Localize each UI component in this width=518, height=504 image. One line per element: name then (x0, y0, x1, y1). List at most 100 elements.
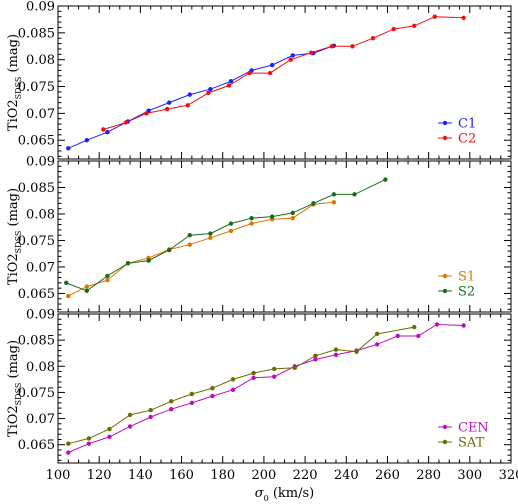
data-point-s2 (352, 192, 357, 197)
legend-marker-cen (442, 424, 448, 430)
data-point-c1 (228, 78, 234, 84)
plot-frame (57, 313, 512, 464)
data-point-s1 (228, 228, 234, 234)
y-tick-label: 0.085 (18, 334, 55, 349)
data-point-s1 (331, 200, 337, 205)
data-point-c2 (267, 70, 273, 76)
x-tick-label: 100 (46, 468, 71, 483)
plot-frame (57, 160, 512, 313)
data-point-s2 (125, 261, 131, 266)
data-point-s2 (166, 247, 172, 253)
y-tick-label: 0.065 (18, 134, 55, 149)
data-point-c2 (288, 57, 293, 62)
data-point-cen (374, 342, 380, 347)
data-point-sat (313, 353, 318, 359)
data-point-s2 (383, 177, 388, 182)
y-axis-label: TiO2SDSS (mag) (6, 34, 23, 131)
x-tick-label: 200 (251, 468, 276, 483)
series-sat (66, 324, 417, 446)
data-point-sat (107, 426, 112, 432)
data-point-sat (127, 412, 133, 418)
data-point-cen (148, 414, 153, 420)
y-tick-label: 0.08 (26, 53, 55, 68)
legend-label-s2: S2 (458, 285, 475, 300)
panel-3: 0.065 0.07 0.075 0.08 0.085 0.09 TiO2SDSS (mag… (6, 308, 518, 504)
y-tick-label: 0.09 (26, 155, 55, 170)
data-point-s1 (84, 284, 90, 289)
data-point-sat (251, 370, 256, 376)
data-point-cen (251, 375, 256, 380)
data-point-cen (461, 323, 466, 328)
data-point-c2 (123, 120, 129, 125)
y-tick-label: 0.07 (26, 107, 55, 122)
data-point-s1 (208, 235, 213, 241)
plot-frame (57, 5, 512, 160)
data-point-c1 (84, 138, 90, 143)
data-point-s2 (105, 273, 110, 279)
x-tick-label: 120 (87, 468, 112, 483)
data-point-sat (292, 365, 297, 371)
data-point-cen (416, 333, 421, 339)
data-point-s2 (187, 232, 192, 238)
data-point-s2 (64, 280, 69, 286)
data-point-c2 (461, 15, 466, 21)
data-point-c2 (391, 26, 396, 32)
x-tick-label: 180 (210, 468, 235, 483)
data-point-sat (333, 347, 339, 352)
data-point-s1 (187, 242, 192, 247)
panel-1: 0.065 0.07 0.075 0.08 0.085 0.09 TiO2SDSS (mag… (6, 0, 512, 160)
data-point-c2 (101, 127, 106, 132)
data-point-cen (333, 352, 339, 357)
data-point-c1 (269, 62, 275, 68)
data-point-sat (272, 366, 277, 372)
legend-label-s1: S1 (458, 270, 475, 285)
data-point-sat (230, 377, 236, 382)
legend-label-sat: SAT (458, 436, 485, 451)
data-point-sat (86, 436, 92, 441)
data-point-c2 (350, 44, 355, 49)
data-point-s2 (146, 258, 151, 263)
data-point-c2 (370, 36, 376, 41)
data-point-c2 (144, 111, 149, 116)
panel-2: 0.065 0.07 0.075 0.08 0.085 0.09 TiO2SDSS (mag… (6, 155, 512, 313)
data-point-sat (66, 441, 71, 446)
data-point-cen (189, 400, 195, 406)
data-point-c2 (412, 23, 417, 29)
data-point-sat (169, 399, 174, 404)
data-point-s2 (311, 201, 316, 206)
y-tick-label: 0.07 (26, 412, 55, 427)
y-tick-label: 0.085 (18, 181, 55, 196)
data-point-c1 (166, 100, 172, 105)
data-point-s2 (269, 214, 275, 219)
data-point-cen (272, 374, 277, 379)
y-tick-label: 0.09 (26, 0, 55, 15)
legend-marker-s1 (442, 273, 448, 279)
x-axis-label: σ0 (km/s) (255, 486, 315, 503)
data-point-c2 (329, 44, 335, 49)
y-tick-label: 0.09 (26, 308, 55, 323)
series-cen (66, 322, 466, 455)
x-tick-label: 280 (416, 468, 441, 483)
y-tick-label: 0.075 (18, 80, 55, 95)
data-point-sat (412, 324, 417, 330)
data-point-s2 (84, 288, 90, 294)
y-tick-label: 0.065 (18, 287, 55, 302)
data-point-s1 (249, 221, 254, 226)
data-point-s1 (290, 216, 295, 221)
series-s2 (64, 177, 388, 294)
legend-marker-c2 (442, 135, 448, 141)
data-point-c2 (226, 83, 232, 88)
data-point-cen (169, 406, 174, 412)
data-point-c1 (66, 146, 71, 151)
data-point-s2 (290, 210, 295, 216)
x-tick-label: 220 (293, 468, 318, 483)
y-tick-label: 0.075 (18, 234, 55, 249)
data-point-s2 (228, 221, 234, 226)
data-point-cen (107, 434, 112, 440)
data-point-c2 (247, 70, 252, 76)
legend-label-c2: C2 (458, 132, 476, 147)
data-point-cen (66, 450, 71, 455)
series-line-c1 (68, 45, 335, 149)
y-tick-label: 0.08 (26, 207, 55, 222)
